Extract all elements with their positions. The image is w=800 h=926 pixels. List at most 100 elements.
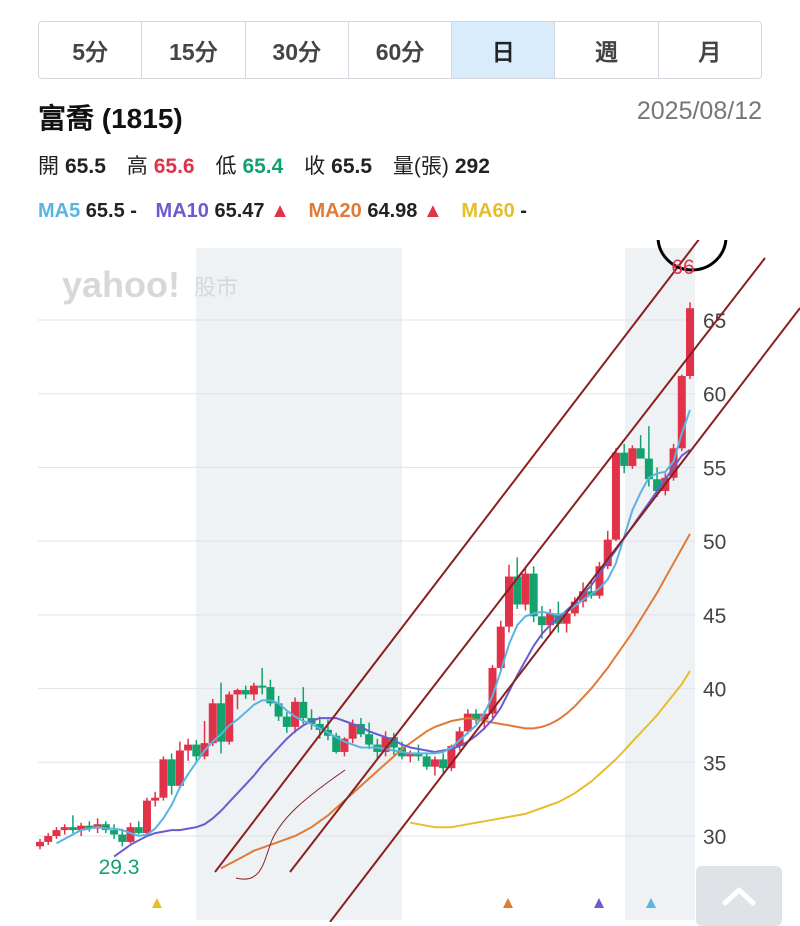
watermark-brand: yahoo! bbox=[62, 264, 180, 305]
candle-body bbox=[644, 458, 653, 480]
ma-lines bbox=[56, 409, 691, 870]
candle-body bbox=[44, 836, 53, 842]
candle-body bbox=[447, 746, 456, 769]
candlestick-chart[interactable]: yahoo! 股市 3035404550556065 66 29.3 bbox=[0, 240, 800, 922]
candle-body bbox=[504, 576, 513, 627]
close-value: 65.5 bbox=[331, 155, 373, 178]
candle-body bbox=[677, 376, 686, 449]
ma-legend: MA5 65.5 - MA10 65.47 ▲ MA20 64.98 ▲ MA6… bbox=[38, 200, 540, 223]
event-marker-triangle bbox=[594, 898, 604, 908]
candle-body bbox=[463, 713, 472, 732]
tab-15min[interactable]: 15分 bbox=[142, 22, 246, 78]
y-tick-label: 35 bbox=[703, 752, 726, 775]
candle-body bbox=[299, 701, 308, 719]
candle-body bbox=[241, 690, 250, 695]
candle-body bbox=[192, 744, 201, 757]
low-label: 低 bbox=[215, 155, 237, 178]
event-markers bbox=[152, 898, 656, 908]
high-label: 高 bbox=[126, 155, 148, 178]
candle-body bbox=[282, 716, 291, 727]
candle-body bbox=[620, 452, 629, 466]
candle-body bbox=[546, 613, 555, 626]
ohlc-row: 開 65.5 高 65.6 低 65.4 收 65.5 量(張) 292 bbox=[38, 150, 505, 180]
y-axis-labels: 3035404550556065 bbox=[703, 310, 726, 849]
candle-body bbox=[249, 685, 258, 695]
ma10-label: MA10 bbox=[155, 200, 209, 222]
volume-value: 292 bbox=[454, 155, 490, 178]
candle-body bbox=[381, 737, 390, 752]
y-tick-label: 50 bbox=[703, 531, 726, 554]
open-label: 開 bbox=[38, 155, 59, 178]
y-tick-label: 40 bbox=[703, 679, 726, 702]
freehand-curve bbox=[235, 769, 346, 880]
annotation-circle bbox=[656, 240, 728, 272]
trend-line-middle bbox=[289, 257, 766, 873]
candle-body bbox=[258, 685, 267, 688]
candle-body bbox=[389, 737, 398, 748]
candle-body bbox=[406, 753, 415, 757]
event-marker-triangle bbox=[152, 898, 162, 908]
candle-body bbox=[348, 723, 357, 739]
candle-body bbox=[455, 731, 464, 747]
candle-body bbox=[488, 667, 497, 714]
timeframe-tabs: 5分 15分 30分 60分 日 週 月 bbox=[38, 21, 762, 79]
candle-body bbox=[225, 694, 234, 742]
low-value: 65.4 bbox=[242, 155, 284, 178]
candle-body bbox=[175, 750, 184, 786]
tab-60min[interactable]: 60分 bbox=[349, 22, 453, 78]
candle-body bbox=[439, 759, 448, 769]
ma20-line bbox=[220, 533, 691, 870]
candle-body bbox=[340, 738, 349, 752]
ma10-value: 65.47 bbox=[214, 200, 265, 222]
candle-body bbox=[233, 690, 242, 695]
ma60-label: MA60 bbox=[461, 200, 515, 222]
tab-weekly[interactable]: 週 bbox=[555, 22, 659, 78]
tab-30min[interactable]: 30分 bbox=[246, 22, 349, 78]
scroll-top-button[interactable] bbox=[696, 866, 782, 926]
candle-body bbox=[611, 452, 620, 540]
ma20-label: MA20 bbox=[308, 200, 362, 222]
stock-title: 富喬 (1815) bbox=[38, 103, 183, 134]
candle-body bbox=[68, 827, 77, 831]
candle-body bbox=[513, 576, 522, 605]
candle-body bbox=[356, 723, 365, 735]
candle-body bbox=[628, 448, 637, 466]
y-tick-label: 45 bbox=[703, 605, 726, 628]
ma5-value: 65.5 bbox=[85, 200, 125, 222]
close-label: 收 bbox=[304, 155, 326, 178]
chevron-up-icon bbox=[722, 887, 756, 906]
candle-body bbox=[365, 734, 374, 745]
candle-body bbox=[110, 830, 119, 835]
candle-body bbox=[291, 701, 300, 727]
min-price-label: 29.3 bbox=[99, 856, 140, 879]
candle-body bbox=[60, 827, 69, 831]
max-price-label: 66 bbox=[671, 256, 694, 279]
candle-body bbox=[167, 759, 176, 786]
candle-body bbox=[579, 591, 588, 602]
y-tick-label: 30 bbox=[703, 826, 726, 849]
candle-body bbox=[36, 841, 44, 847]
ma60-trend: - bbox=[520, 200, 527, 222]
ma5-trend: - bbox=[130, 200, 137, 222]
candle-body bbox=[636, 448, 645, 459]
quote-date: 2025/08/12 bbox=[636, 97, 762, 125]
candle-body bbox=[562, 613, 571, 624]
candle-body bbox=[537, 616, 546, 626]
tab-daily[interactable]: 日 bbox=[452, 22, 556, 78]
candle-body bbox=[266, 687, 275, 704]
ma20-value: 64.98 bbox=[367, 200, 418, 222]
candle-body bbox=[603, 539, 612, 567]
ma5-line bbox=[56, 409, 691, 845]
high-value: 65.6 bbox=[153, 155, 195, 178]
shade-band-1 bbox=[196, 248, 402, 920]
candle-body bbox=[430, 759, 439, 767]
ma10-trend-up-icon: ▲ bbox=[270, 200, 290, 222]
y-tick-label: 60 bbox=[703, 384, 726, 407]
tab-5min[interactable]: 5分 bbox=[39, 22, 143, 78]
ma5-label: MA5 bbox=[38, 200, 81, 222]
ma60-line bbox=[410, 670, 691, 829]
tab-monthly[interactable]: 月 bbox=[698, 39, 722, 65]
candle-body bbox=[686, 308, 694, 377]
candle-body bbox=[101, 824, 110, 831]
ma10-line bbox=[113, 448, 691, 858]
